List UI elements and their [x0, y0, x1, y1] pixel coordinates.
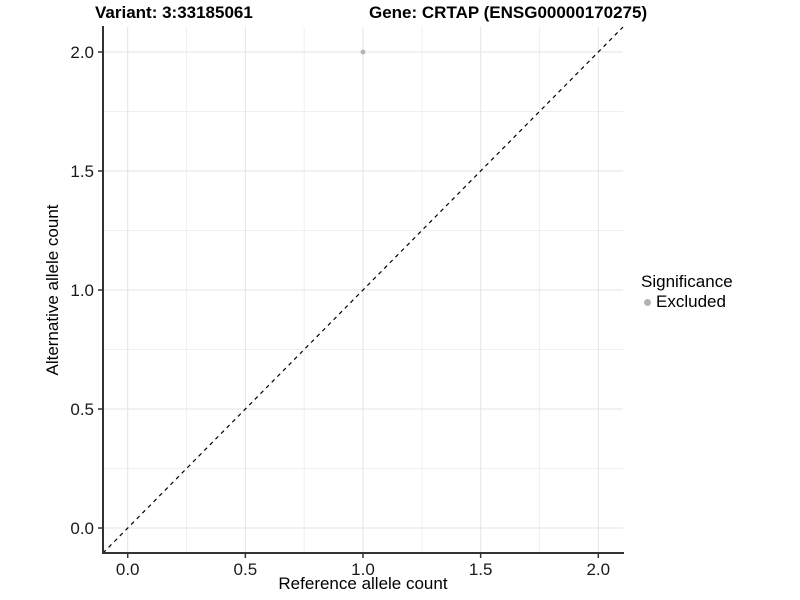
legend-title: Significance [641, 272, 733, 291]
identity-line [102, 26, 624, 554]
y-tick-label: 2.0 [70, 43, 94, 62]
gene-title: Gene: CRTAP (ENSG00000170275) [369, 3, 648, 22]
x-tick-label: 0.5 [234, 560, 258, 579]
x-tick-label: 1.5 [469, 560, 493, 579]
x-tick-label: 0.0 [116, 560, 140, 579]
y-tick-label: 1.0 [70, 281, 94, 300]
y-tick-label: 0.5 [70, 400, 94, 419]
x-axis-title: Reference allele count [278, 574, 448, 593]
y-tick-label: 1.5 [70, 162, 94, 181]
legend-item-label: Excluded [656, 292, 726, 311]
excluded-point-swatch [644, 298, 651, 306]
x-tick-label: 1.0 [351, 560, 375, 579]
variant-title: Variant: 3:33185061 [95, 3, 253, 22]
data-point [360, 49, 366, 55]
legend-item-excluded: Excluded [641, 292, 733, 312]
y-tick-label: 0.0 [70, 519, 94, 538]
x-tick-label: 2.0 [586, 560, 610, 579]
legend: Significance Excluded [641, 271, 733, 312]
y-axis-title: Alternative allele count [43, 204, 62, 376]
